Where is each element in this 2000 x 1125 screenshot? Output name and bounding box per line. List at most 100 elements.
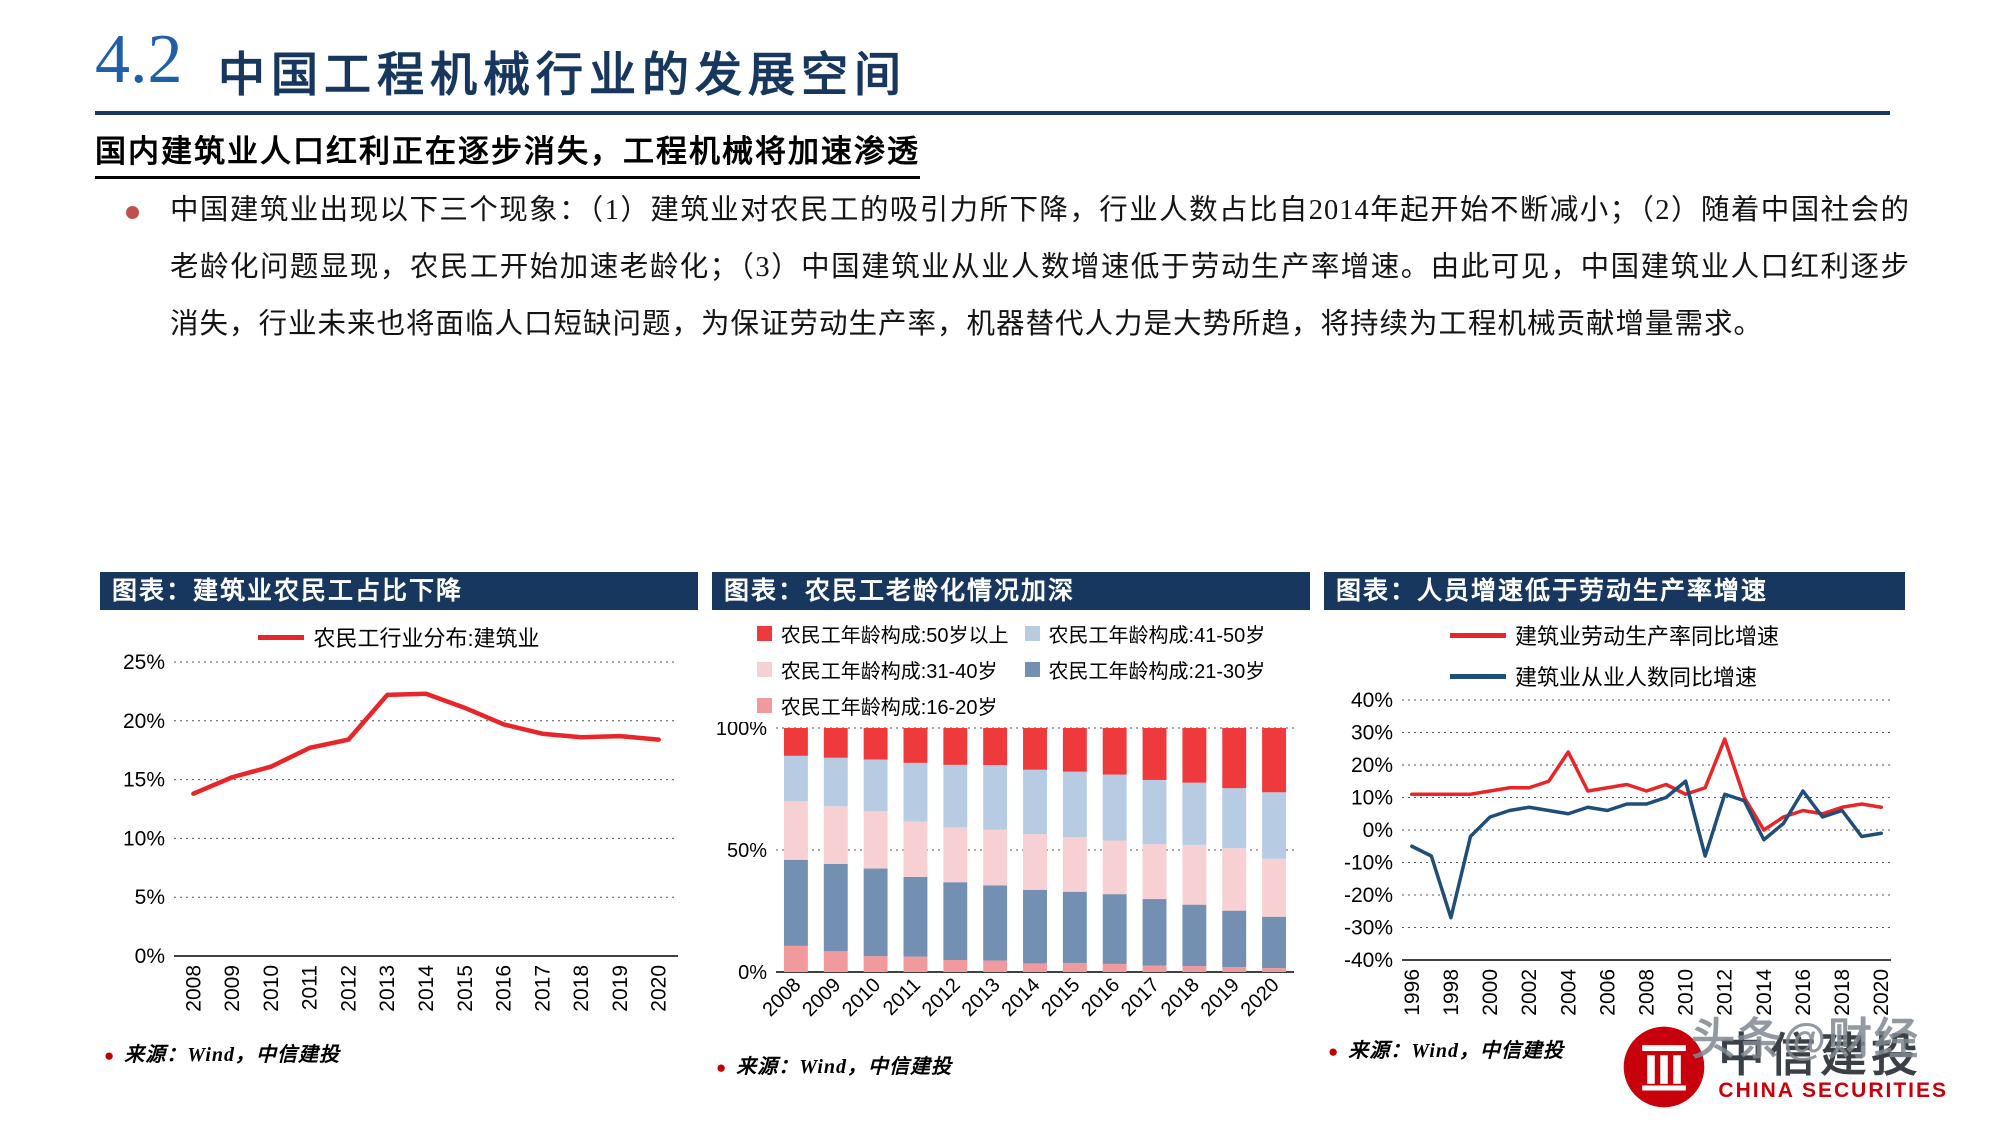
page-title: 中国工程机械行业的发展空间	[218, 48, 907, 101]
chart-title: 图表：农民工老龄化情况加深	[712, 572, 1310, 610]
growth-comparison-line-chart: 40% 30% 20% 10% 0% -10% -20% -30% -40% 1996 1998 20…	[1344, 692, 1893, 1016]
svg-text:2014: 2014	[998, 974, 1045, 1021]
svg-text:2019: 2019	[1197, 974, 1244, 1021]
svg-text:50%: 50%	[727, 840, 767, 862]
svg-text:2020: 2020	[1237, 974, 1284, 1021]
logo-english-name: CHINA SECURITIES	[1718, 1079, 1948, 1103]
chart-panel-growth-comparison: 图表：人员增速低于劳动生产率增速 建筑业劳动生产率同比增速 建筑业从业人数同比增速…	[1324, 572, 1905, 1063]
legend-swatch-square-icon	[756, 626, 772, 641]
svg-text:100%: 100%	[716, 722, 767, 740]
svg-text:2012: 2012	[918, 974, 965, 1021]
legend-label: 农民工年龄构成:31-40岁	[780, 661, 998, 683]
legend-item: 建筑业从业人数同比增速	[1449, 660, 1757, 692]
svg-text:2011: 2011	[879, 974, 925, 1020]
svg-text:2015: 2015	[1037, 974, 1084, 1021]
legend-swatch-line-icon	[1449, 673, 1506, 679]
svg-text:2012: 2012	[337, 965, 360, 1012]
subtitle: 国内建筑业人口红利正在逐步消失，工程机械将加速渗透	[95, 126, 920, 179]
svg-text:2010: 2010	[1675, 969, 1698, 1016]
legend-item: 农民工年龄构成:41-50岁	[1024, 619, 1266, 648]
chart-title: 图表：建筑业农民工占比下降	[100, 572, 698, 610]
legend-item: 农民工年龄构成:21-30岁	[1024, 655, 1266, 684]
svg-text:2014: 2014	[415, 965, 438, 1012]
migrant-share-line-chart: 0% 5% 10% 15% 20% 25% 2008 2009 2010 2011 2012 2013…	[123, 654, 678, 1012]
svg-text:2016: 2016	[493, 965, 516, 1012]
svg-text:2017: 2017	[1117, 974, 1164, 1021]
source-bullet-icon: ●	[716, 1058, 728, 1077]
svg-text:2009: 2009	[798, 974, 845, 1021]
logo-chinese-name: 中信建投	[1718, 1028, 1923, 1081]
svg-text:2018: 2018	[570, 965, 593, 1012]
svg-text:2012: 2012	[1714, 969, 1737, 1016]
chart-legend: 农民工年龄构成:50岁以上 农民工年龄构成:41-50岁农民工年龄构成:31-40…	[712, 610, 1310, 722]
company-logo: 中信建投 CHINA SECURITIES	[1622, 1025, 1948, 1109]
legend-swatch-line-icon	[1449, 632, 1506, 638]
svg-text:2010: 2010	[838, 974, 885, 1021]
watermark: 头条@财经	[1691, 1015, 1920, 1064]
svg-text:2017: 2017	[531, 965, 554, 1012]
legend-swatch-square-icon	[1024, 662, 1040, 677]
section-number: 4.2	[95, 21, 183, 98]
svg-text:2010: 2010	[260, 965, 283, 1012]
source-bullet-icon: ●	[104, 1046, 116, 1065]
svg-text:2006: 2006	[1596, 969, 1619, 1016]
svg-text:2004: 2004	[1557, 969, 1580, 1016]
source-note: ● 来源：Wind，中信建投	[1324, 1034, 1905, 1063]
svg-text:0%: 0%	[1363, 819, 1393, 842]
legend-label: 建筑业劳动生产率同比增速	[1514, 624, 1779, 649]
legend-item: 建筑业劳动生产率同比增速	[1449, 619, 1779, 651]
svg-text:1996: 1996	[1401, 969, 1424, 1016]
legend-label: 农民工年龄构成:21-30岁	[1048, 661, 1266, 683]
svg-text:2015: 2015	[454, 965, 477, 1012]
legend-swatch-line-icon	[258, 634, 305, 640]
source-text: 来源：Wind，中信建投	[124, 1044, 341, 1066]
chart-legend: 农民工行业分布:建筑业	[100, 610, 698, 654]
svg-text:25%: 25%	[123, 654, 165, 674]
svg-text:-40%: -40%	[1344, 949, 1393, 972]
chart-title: 图表：人员增速低于劳动生产率增速	[1324, 572, 1905, 610]
svg-text:5%: 5%	[135, 886, 165, 909]
china-securities-emblem-icon	[1624, 1026, 1705, 1108]
svg-text:2016: 2016	[1792, 969, 1815, 1016]
svg-text:2018: 2018	[1831, 969, 1854, 1016]
svg-text:2019: 2019	[609, 965, 632, 1012]
logo-text: 中信建投 CHINA SECURITIES	[1718, 1031, 1948, 1103]
svg-text:20%: 20%	[123, 710, 165, 733]
source-bullet-icon: ●	[1328, 1042, 1340, 1061]
svg-text:0%: 0%	[738, 962, 767, 984]
svg-text:2018: 2018	[1157, 974, 1204, 1021]
legend-label: 建筑业从业人数同比增速	[1514, 665, 1757, 690]
age-structure-stacked-bar-chart: 0%50%100%2008200920102011201220132014201…	[716, 722, 1294, 1021]
svg-text:10%: 10%	[123, 827, 165, 850]
svg-text:0%: 0%	[135, 945, 165, 968]
svg-text:2008: 2008	[182, 965, 205, 1012]
legend-label: 农民工年龄构成:50岁以上	[780, 625, 1009, 647]
legend-item: 农民工年龄构成:50岁以上	[756, 619, 1009, 648]
svg-text:2014: 2014	[1753, 969, 1776, 1016]
legend-item: 农民工年龄构成:31-40岁	[756, 655, 1009, 684]
legend-swatch-square-icon	[756, 698, 772, 713]
source-note: ● 来源：Wind，中信建投	[100, 1038, 698, 1067]
bullet-marker-icon	[126, 206, 139, 219]
svg-text:-30%: -30%	[1344, 917, 1393, 940]
chart-panel-age-structure: 图表：农民工老龄化情况加深 农民工年龄构成:50岁以上 农民工年龄构成:41-50…	[712, 572, 1310, 1079]
title-divider	[95, 111, 1890, 115]
legend-swatch-square-icon	[756, 662, 772, 677]
svg-text:15%: 15%	[123, 769, 165, 792]
svg-text:40%: 40%	[1351, 692, 1393, 712]
source-text: 来源：Wind，中信建投	[1348, 1040, 1565, 1062]
svg-text:20%: 20%	[1351, 754, 1393, 777]
chart-legend: 建筑业劳动生产率同比增速 建筑业从业人数同比增速	[1440, 619, 1789, 692]
svg-text:1998: 1998	[1440, 969, 1463, 1016]
svg-text:2013: 2013	[958, 974, 1005, 1021]
legend-swatch-square-icon	[1024, 626, 1040, 641]
svg-text:2020: 2020	[648, 965, 671, 1012]
legend-label: 农民工行业分布:建筑业	[313, 626, 540, 651]
legend-label: 农民工年龄构成:16-20岁	[780, 697, 998, 719]
body-paragraph: 中国建筑业出现以下三个现象：（1）建筑业对农民工的吸引力所下降，行业人数占比自2…	[170, 195, 1910, 340]
svg-text:30%: 30%	[1351, 722, 1393, 745]
svg-text:2008: 2008	[1636, 969, 1659, 1016]
legend-label: 农民工年龄构成:41-50岁	[1048, 625, 1266, 647]
legend-item: 农民工年龄构成:16-20岁	[756, 691, 1009, 720]
